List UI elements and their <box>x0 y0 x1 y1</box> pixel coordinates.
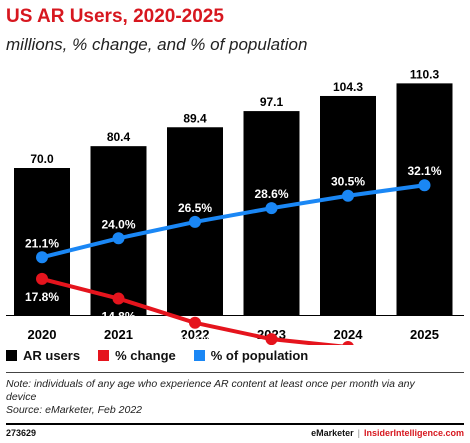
bar-label-2024: 104.3 <box>333 80 363 94</box>
bar-label-2021: 80.4 <box>107 130 131 144</box>
legend-item-pct-population: % of population <box>193 348 309 363</box>
pct-change-point-2023 <box>265 333 278 345</box>
legend-item-pct-change: % change <box>98 348 176 363</box>
footer-site-link[interactable]: InsiderIntelligence.com <box>363 428 464 438</box>
bar-label-2020: 70.0 <box>30 152 54 166</box>
pct-population-label-2022: 26.5% <box>178 201 212 215</box>
legend-label-pct-change: % change <box>115 348 176 363</box>
pct-population-point-2025 <box>418 179 431 192</box>
footer-divider <box>6 423 464 425</box>
legend-item-ar-users: AR users <box>6 348 80 363</box>
pct-population-label-2023: 28.6% <box>254 187 288 201</box>
bar-ar-users-2021 <box>90 146 147 315</box>
legend-swatch-pct-change <box>98 350 110 361</box>
note-text: Note: individuals of any age who experie… <box>6 378 415 403</box>
legend-label-ar-users: AR users <box>23 348 81 363</box>
pct-change-label-2020: 17.8% <box>25 290 59 304</box>
footer-brand-name: eMarketer <box>311 428 354 438</box>
pct-population-line <box>41 183 425 260</box>
bar-ar-users-2020 <box>14 168 70 315</box>
footer-brand: eMarketer | InsiderIntelligence.com <box>311 428 464 438</box>
bar-ar-users-2025 <box>396 83 453 316</box>
pct-population-label-2021: 24.0% <box>101 217 135 231</box>
pct-population-label-2024: 30.5% <box>331 175 365 189</box>
pct-population-point-2021 <box>112 232 125 245</box>
x-tick-label-2022: 2022 <box>181 327 210 342</box>
legend-swatch-ar-users <box>6 350 17 361</box>
pct-population-point-2024 <box>342 189 354 202</box>
pct-change-line <box>41 276 348 345</box>
pct-change-point-2024 <box>342 341 354 345</box>
chart-subtitle: millions, % change, and % of population <box>6 35 308 54</box>
pct-change-point-2020 <box>36 272 48 285</box>
pct-population-point-2020 <box>36 251 48 264</box>
bar-label-2023: 97.1 <box>260 95 284 109</box>
chart-legend: AR users % change % of population <box>6 348 326 363</box>
x-tick-label-2021: 2021 <box>104 327 133 342</box>
pct-population-point-2023 <box>265 202 278 215</box>
pct-change-point-2021 <box>112 292 125 305</box>
footer-separator: | <box>357 428 360 438</box>
footer-chart-id: 273629 <box>6 428 37 438</box>
x-tick-label-2025: 2025 <box>410 327 439 342</box>
legend-swatch-pct-population <box>193 350 205 361</box>
pct-population-point-2022 <box>189 215 201 228</box>
chart-note: Note: individuals of any age who experie… <box>6 378 446 417</box>
pct-population-label-2025: 32.1% <box>407 164 441 178</box>
chart-title: US AR Users, 2020-2025 <box>6 6 224 27</box>
bar-label-2022: 89.4 <box>183 111 207 125</box>
bar-ar-users-2024 <box>320 95 376 315</box>
pct-population-label-2020: 21.1% <box>25 236 59 250</box>
x-tick-label-2024: 2024 <box>334 327 364 342</box>
chart-plot: 70.0 80.4 89.4 97.1 104.3 110.3 2020 2021 2022 20… <box>6 67 464 345</box>
bar-label-2025: 110.3 <box>410 67 440 81</box>
pct-change-point-2022 <box>189 316 201 329</box>
legend-label-pct-population: % of population <box>210 348 309 363</box>
x-tick-label-2020: 2020 <box>28 327 57 342</box>
pct-change-label-2021: 14.8% <box>101 310 135 324</box>
note-divider <box>6 372 464 373</box>
source-text: Source: eMarketer, Feb 2022 <box>6 404 142 416</box>
pct-change-label-2022: 11.1% <box>178 334 212 345</box>
